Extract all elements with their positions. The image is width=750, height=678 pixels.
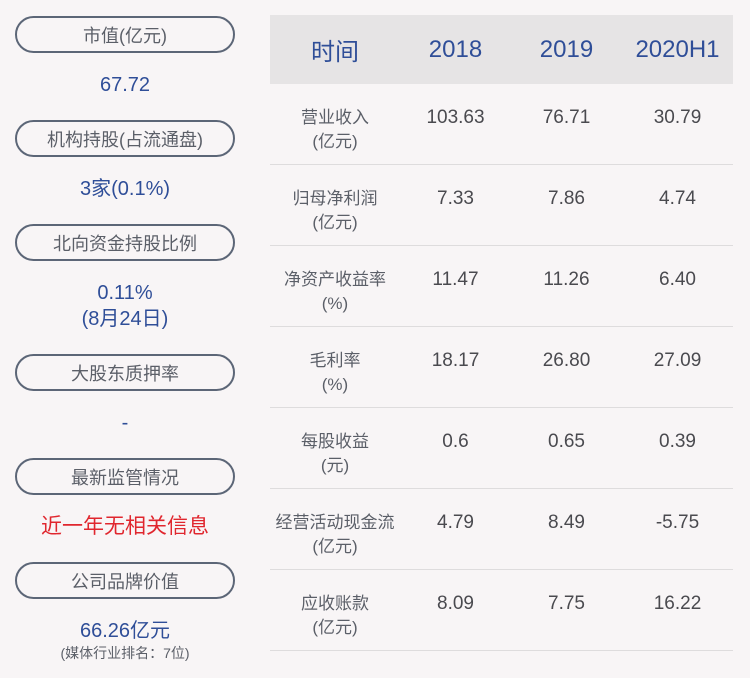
table-row: 营业收入 (亿元) 103.63 76.71 30.79 — [270, 84, 733, 165]
row-label: 营业收入 (亿元) — [270, 106, 400, 154]
table-row: 应收账款 (亿元) 8.09 7.75 16.22 — [270, 570, 733, 651]
cell-2019: 7.75 — [548, 593, 585, 614]
cell-2019: 8.49 — [548, 512, 585, 533]
cell-2020h1: 6.40 — [659, 269, 696, 290]
brand-value-label: 公司品牌价值 — [15, 562, 235, 599]
cell-2018: 8.09 — [437, 593, 474, 614]
table-row: 经营活动现金流 (亿元) 4.79 8.49 -5.75 — [270, 489, 733, 570]
row-label-name: 营业收入 — [301, 108, 369, 127]
row-label: 毛利率 (%) — [270, 349, 400, 397]
cell-2019: 11.26 — [543, 269, 590, 290]
financial-table: 时间 2018 2019 2020H1 营业收入 (亿元) 103.63 76.7… — [270, 15, 733, 651]
northbound-ratio-label: 北向资金持股比例 — [15, 224, 235, 261]
table-header: 时间 2018 2019 2020H1 — [270, 15, 733, 84]
header-2020h1: 2020H1 — [635, 35, 720, 63]
row-label-unit: (%) — [321, 294, 349, 313]
brand-value-label-text: 公司品牌价值 — [71, 571, 179, 592]
cell-2018: 18.17 — [431, 350, 480, 371]
cell-2018: 7.33 — [437, 188, 474, 209]
row-label-name: 净资产收益率 — [284, 270, 386, 289]
table-row: 每股收益 (元) 0.6 0.65 0.39 — [270, 408, 733, 489]
cell-2018: 11.47 — [432, 269, 479, 290]
row-label: 经营活动现金流 (亿元) — [270, 511, 400, 559]
northbound-ratio-percent: 0.11% — [97, 282, 153, 304]
row-label-unit: (亿元) — [312, 537, 358, 556]
row-label-unit: (亿元) — [312, 132, 358, 151]
row-label: 归母净利润 (亿元) — [270, 187, 400, 235]
table-row: 毛利率 (%) 18.17 26.80 27.09 — [270, 327, 733, 408]
table-row: 归母净利润 (亿元) 7.33 7.86 4.74 — [270, 165, 733, 246]
row-label-name: 归母净利润 — [292, 189, 378, 208]
cell-2020h1: 16.22 — [653, 593, 702, 614]
market-cap-label: 市值(亿元) — [15, 16, 235, 53]
row-label-unit: (%) — [321, 375, 349, 394]
market-cap-label-text: 市值(亿元) — [83, 25, 167, 46]
institutional-holding-label: 机构持股(占流通盘) — [15, 120, 235, 157]
cell-2018: 103.63 — [426, 107, 485, 128]
row-label: 应收账款 (亿元) — [270, 592, 400, 640]
cell-2020h1: -5.75 — [655, 512, 700, 533]
cell-2018: 0.6 — [442, 431, 469, 452]
row-label-name: 应收账款 — [301, 594, 369, 613]
brand-value-rank-note: (媒体行业排名：7位) — [60, 645, 190, 661]
cell-2019: 0.65 — [548, 431, 585, 452]
pledge-ratio-value: - — [121, 412, 129, 434]
regulatory-status-label-text: 最新监管情况 — [71, 467, 179, 488]
pledge-ratio-label-text: 大股东质押率 — [71, 363, 179, 384]
market-cap-value: 67.72 — [99, 74, 151, 96]
cell-2020h1: 0.39 — [659, 431, 696, 452]
cell-2019: 7.86 — [548, 188, 585, 209]
institutional-holding-value: 3家(0.1%) — [79, 178, 171, 200]
row-label: 每股收益 (元) — [270, 430, 400, 478]
row-label-unit: (亿元) — [312, 213, 358, 232]
cell-2019: 76.71 — [542, 107, 591, 128]
cell-2020h1: 30.79 — [653, 107, 702, 128]
cell-2020h1: 4.74 — [659, 188, 696, 209]
northbound-ratio-date: (8月24日) — [81, 308, 169, 330]
regulatory-status-value: 近一年无相关信息 — [41, 515, 209, 538]
pledge-ratio-label: 大股东质押率 — [15, 354, 235, 391]
cell-2019: 26.80 — [542, 350, 591, 371]
row-label-unit: (元) — [320, 456, 350, 475]
row-label-name: 每股收益 — [301, 432, 369, 451]
header-2019: 2019 — [539, 35, 594, 63]
row-label: 净资产收益率 (%) — [270, 268, 400, 316]
institutional-holding-label-text: 机构持股(占流通盘) — [47, 129, 203, 150]
brand-value: 66.26亿元 (媒体行业排名：7位) — [15, 618, 235, 662]
cell-2018: 4.79 — [437, 512, 474, 533]
northbound-ratio-value: 0.11% (8月24日) — [15, 280, 235, 332]
northbound-ratio-label-text: 北向资金持股比例 — [53, 233, 197, 254]
header-period: 时间 — [311, 39, 359, 66]
row-label-unit: (亿元) — [312, 618, 358, 637]
table-row: 净资产收益率 (%) 11.47 11.26 6.40 — [270, 246, 733, 327]
header-2018: 2018 — [428, 35, 483, 63]
cell-2020h1: 27.09 — [653, 350, 702, 371]
row-label-name: 毛利率 — [309, 351, 361, 370]
regulatory-status-label: 最新监管情况 — [15, 458, 235, 495]
brand-value-amount: 66.26亿元 — [79, 620, 171, 642]
row-label-name: 经营活动现金流 — [275, 513, 395, 532]
